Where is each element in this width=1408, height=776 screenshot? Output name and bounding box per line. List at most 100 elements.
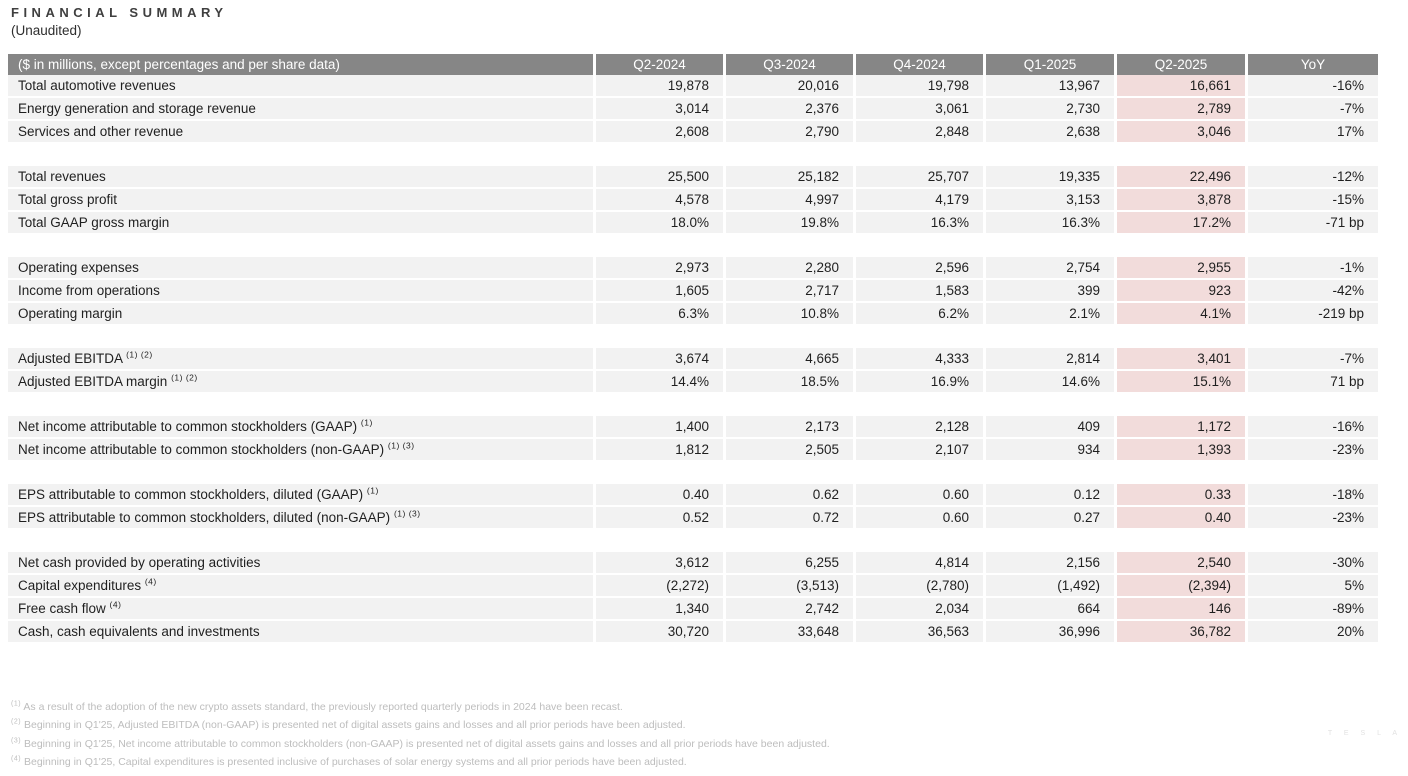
table-row: Adjusted EBITDA (1) (2) 3,674 4,665 4,333 2,… [8, 348, 1378, 371]
row-label: Total gross profit [8, 189, 596, 212]
value-cell: 399 [986, 280, 1117, 303]
value-cell-highlighted: 146 [1117, 598, 1248, 621]
value-cell: 0.72 [726, 507, 856, 530]
value-cell: -15% [1248, 189, 1378, 212]
value-cell: 1,400 [596, 416, 726, 439]
value-cell-highlighted: 923 [1117, 280, 1248, 303]
value-cell: 409 [986, 416, 1117, 439]
value-cell: -7% [1248, 348, 1378, 371]
value-cell: 2,173 [726, 416, 856, 439]
value-cell: 2,717 [726, 280, 856, 303]
value-cell: 2,790 [726, 121, 856, 144]
spacer-cell [8, 462, 1378, 484]
value-cell: 2,596 [856, 257, 986, 280]
footnote-ref: (1) (3) [387, 440, 415, 451]
row-label: EPS attributable to common stockholders,… [8, 484, 596, 507]
value-cell-highlighted: 4.1% [1117, 303, 1248, 326]
value-cell: -16% [1248, 75, 1378, 98]
row-label: Operating expenses [8, 257, 596, 280]
value-cell: 20% [1248, 621, 1378, 644]
value-cell: 20,016 [726, 75, 856, 98]
value-cell-highlighted: 1,393 [1117, 439, 1248, 462]
row-label: Net cash provided by operating activitie… [8, 552, 596, 575]
value-cell: 4,665 [726, 348, 856, 371]
table-row: Free cash flow (4) 1,340 2,742 2,034 664 146-… [8, 598, 1378, 621]
value-cell-highlighted: 16,661 [1117, 75, 1248, 98]
footnote-ref: (1) [366, 485, 379, 496]
row-label: Total revenues [8, 166, 596, 189]
value-cell: 0.60 [856, 507, 986, 530]
page-subtitle: (Unaudited) [11, 23, 82, 38]
value-cell-highlighted: (2,394) [1117, 575, 1248, 598]
value-cell: 2,638 [986, 121, 1117, 144]
tesla-logo: T E S L A [1327, 730, 1402, 737]
table-row: Energy generation and storage revenue 3,0… [8, 98, 1378, 121]
value-cell-highlighted: 3,401 [1117, 348, 1248, 371]
table-row: Total automotive revenues 19,878 20,016 19,… [8, 75, 1378, 98]
footnote-ref: (4) [11, 755, 22, 763]
value-cell: 0.52 [596, 507, 726, 530]
value-cell: 19,798 [856, 75, 986, 98]
value-cell: 1,583 [856, 280, 986, 303]
value-cell: 16.9% [856, 371, 986, 394]
value-cell: 71 bp [1248, 371, 1378, 394]
value-cell: 1,605 [596, 280, 726, 303]
value-cell: 2,505 [726, 439, 856, 462]
spacer-cell [8, 235, 1378, 257]
spacer-row [8, 462, 1378, 484]
row-label: Energy generation and storage revenue [8, 98, 596, 121]
table-row: Net income attributable to common stockh… [8, 416, 1378, 439]
footnote-line: (1) As a result of the adoption of the n… [11, 700, 623, 714]
value-cell: 19,335 [986, 166, 1117, 189]
value-cell: 14.4% [596, 371, 726, 394]
column-header-q3-2024: Q3-2024 [726, 54, 856, 75]
value-cell: -219 bp [1248, 303, 1378, 326]
table-row: Capital expenditures (4) (2,272) (3,513) (2… [8, 575, 1378, 598]
table-row: Services and other revenue 2,608 2,790 2,84… [8, 121, 1378, 144]
value-cell: 2,973 [596, 257, 726, 280]
table-row: Total gross profit 4,578 4,997 4,179 3,153 3,… [8, 189, 1378, 212]
value-cell: 25,707 [856, 166, 986, 189]
spacer-row [8, 530, 1378, 552]
value-cell-highlighted: 1,172 [1117, 416, 1248, 439]
financial-summary-table: ($ in millions, except percentages and p… [8, 54, 1378, 644]
value-cell: 18.0% [596, 212, 726, 235]
value-cell: 664 [986, 598, 1117, 621]
row-label: Total GAAP gross margin [8, 212, 596, 235]
column-header-q2-2024: Q2-2024 [596, 54, 726, 75]
value-cell: 16.3% [986, 212, 1117, 235]
table-row: Adjusted EBITDA margin (1) (2) 14.4% 18.5%… [8, 371, 1378, 394]
value-cell: 4,814 [856, 552, 986, 575]
value-cell: -71 bp [1248, 212, 1378, 235]
value-cell: 30,720 [596, 621, 726, 644]
value-cell: 3,061 [856, 98, 986, 121]
footnote-ref: (3) [11, 737, 22, 745]
spacer-cell [8, 144, 1378, 166]
table-row: Operating expenses 2,973 2,280 2,596 2,754 2,… [8, 257, 1378, 280]
value-cell: 2,034 [856, 598, 986, 621]
spacer-row [8, 235, 1378, 257]
value-cell: 0.62 [726, 484, 856, 507]
footnote-ref: (1) (3) [393, 508, 421, 519]
column-header-caption: ($ in millions, except percentages and p… [8, 54, 596, 75]
value-cell: 25,500 [596, 166, 726, 189]
value-cell: 19,878 [596, 75, 726, 98]
footnote-line: (4) Beginning in Q1'25, Capital expendit… [11, 755, 687, 769]
row-label: Total automotive revenues [8, 75, 596, 98]
footnotes: (1) As a result of the adoption of the n… [11, 698, 830, 772]
table-row: Total GAAP gross margin 18.0% 19.8% 16.3% 16… [8, 212, 1378, 235]
table-row: Income from operations 1,605 2,717 1,583 399… [8, 280, 1378, 303]
value-cell: 1,340 [596, 598, 726, 621]
column-header-q1-2025: Q1-2025 [986, 54, 1117, 75]
value-cell: 2,742 [726, 598, 856, 621]
table-header-row: ($ in millions, except percentages and p… [8, 54, 1378, 75]
value-cell-highlighted: 2,540 [1117, 552, 1248, 575]
value-cell: 3,674 [596, 348, 726, 371]
value-cell: (3,513) [726, 575, 856, 598]
row-label: Income from operations [8, 280, 596, 303]
footnote-line: (3) Beginning in Q1'25, Net income attri… [11, 737, 830, 750]
value-cell: 19.8% [726, 212, 856, 235]
value-cell: 6.3% [596, 303, 726, 326]
row-label: Net income attributable to common stockh… [8, 439, 596, 462]
